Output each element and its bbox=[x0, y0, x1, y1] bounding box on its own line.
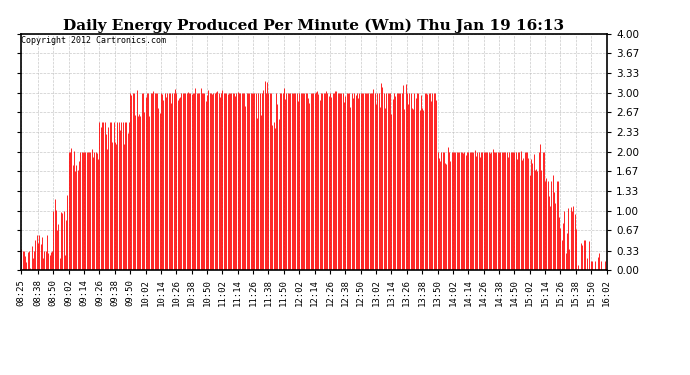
Title: Daily Energy Produced Per Minute (Wm) Thu Jan 19 16:13: Daily Energy Produced Per Minute (Wm) Th… bbox=[63, 18, 564, 33]
Text: Copyright 2012 Cartronics.com: Copyright 2012 Cartronics.com bbox=[21, 36, 166, 45]
